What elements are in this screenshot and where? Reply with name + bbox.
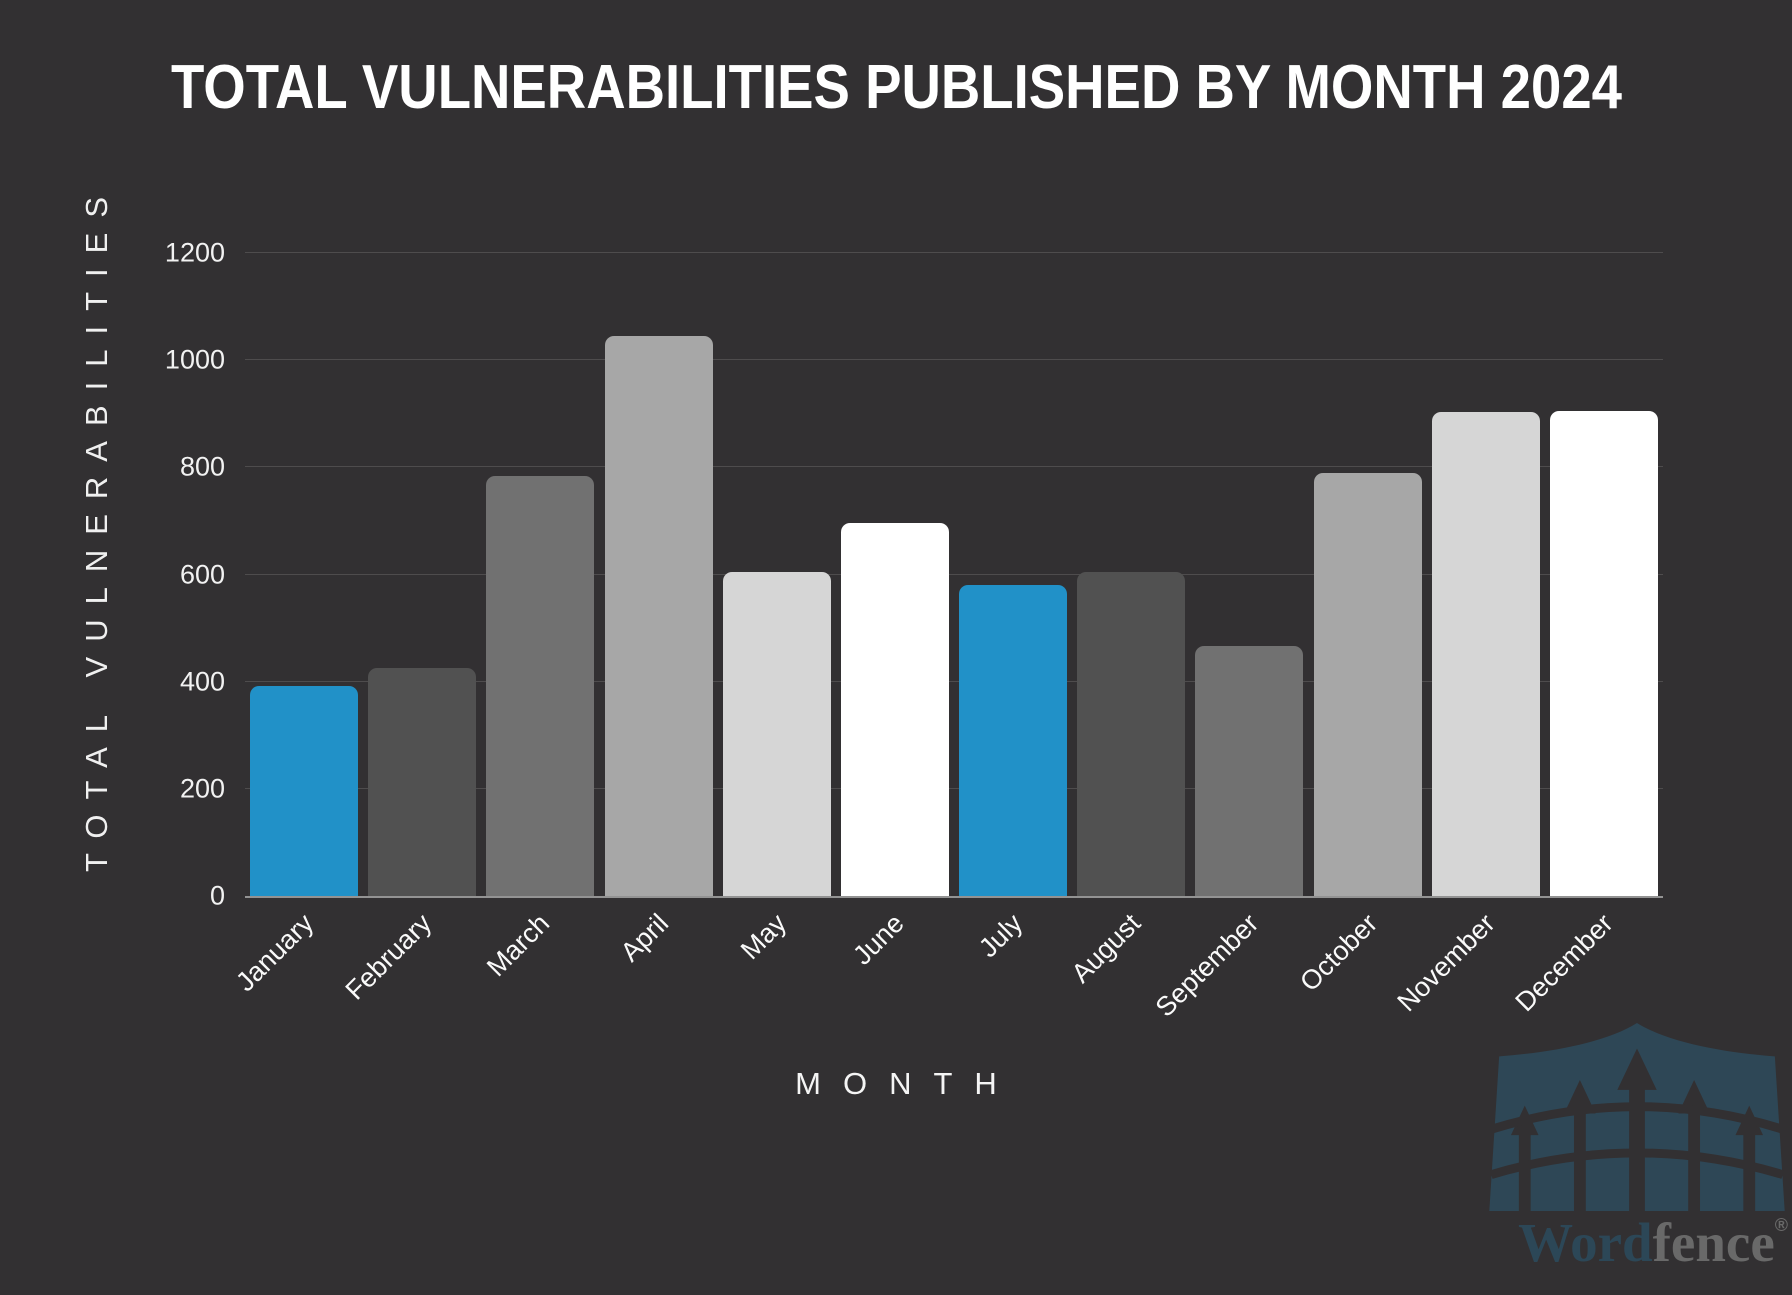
chart-title-text: TOTAL VULNERABILITIES PUBLISHED BY MONTH… xyxy=(170,53,1622,122)
x-tick-label-september: September xyxy=(1150,908,1265,1023)
gridline-1200 xyxy=(245,252,1663,253)
gridline-1000 xyxy=(245,359,1663,361)
x-axis-tick-labels: January February March April May June July Augu… xyxy=(230,908,1663,1058)
wordfence-logo: Wordfence® xyxy=(1482,1019,1788,1274)
gridline-400 xyxy=(245,680,1663,682)
chart-title: TOTAL VULNERABILITIES PUBLISHED BY MONTH… xyxy=(0,52,1792,123)
wordmark-word: Word xyxy=(1518,1211,1653,1273)
registered-trademark-icon: ® xyxy=(1774,1214,1788,1235)
x-tick-label-february: February xyxy=(339,908,438,1006)
bar-september xyxy=(1195,646,1304,896)
y-tick-label-1000: 1000 xyxy=(164,344,225,375)
x-axis-title: MONTH xyxy=(795,1066,1019,1101)
gridline-200 xyxy=(245,787,1663,789)
bar-april xyxy=(604,335,713,896)
x-tick-label-august: August xyxy=(1065,908,1147,989)
bar-october xyxy=(1313,472,1422,896)
y-tick-label-600: 600 xyxy=(179,559,225,589)
bar-march xyxy=(486,475,595,896)
bar-may xyxy=(722,572,831,896)
x-tick-label-january: January xyxy=(230,908,320,998)
bar-february xyxy=(368,667,477,896)
y-tick-label-0: 0 xyxy=(209,880,225,911)
y-tick-label-400: 400 xyxy=(179,666,225,697)
wordfence-wordmark: Wordfence® xyxy=(1482,1211,1788,1274)
x-axis-line xyxy=(245,896,1663,898)
x-tick-label-july: July xyxy=(973,908,1029,964)
y-tick-label-200: 200 xyxy=(179,773,225,804)
x-tick-label-october: October xyxy=(1293,908,1383,998)
x-tick-label-november: November xyxy=(1391,908,1501,1018)
wordmark-fence: fence xyxy=(1652,1211,1775,1273)
gridline-800 xyxy=(245,466,1663,468)
gridline-600 xyxy=(245,573,1663,575)
bar-july xyxy=(959,584,1068,896)
x-tick-label-april: April xyxy=(614,908,674,968)
x-tick-label-june: June xyxy=(847,908,911,971)
plot-area xyxy=(245,252,1663,898)
bar-november xyxy=(1431,412,1540,896)
x-tick-label-may: May xyxy=(734,908,792,966)
y-tick-label-800: 800 xyxy=(179,451,225,482)
bar-august xyxy=(1077,572,1186,896)
bar-december xyxy=(1549,410,1658,896)
bar-june xyxy=(840,523,949,896)
x-tick-label-march: March xyxy=(481,908,556,983)
x-tick-label-december: December xyxy=(1509,908,1620,1018)
wordfence-fence-icon xyxy=(1489,1022,1785,1211)
y-tick-label-1200: 1200 xyxy=(164,237,225,268)
bar-january xyxy=(250,685,359,896)
y-axis-tick-labels: 0 200 400 600 800 1000 1200 xyxy=(0,238,225,911)
